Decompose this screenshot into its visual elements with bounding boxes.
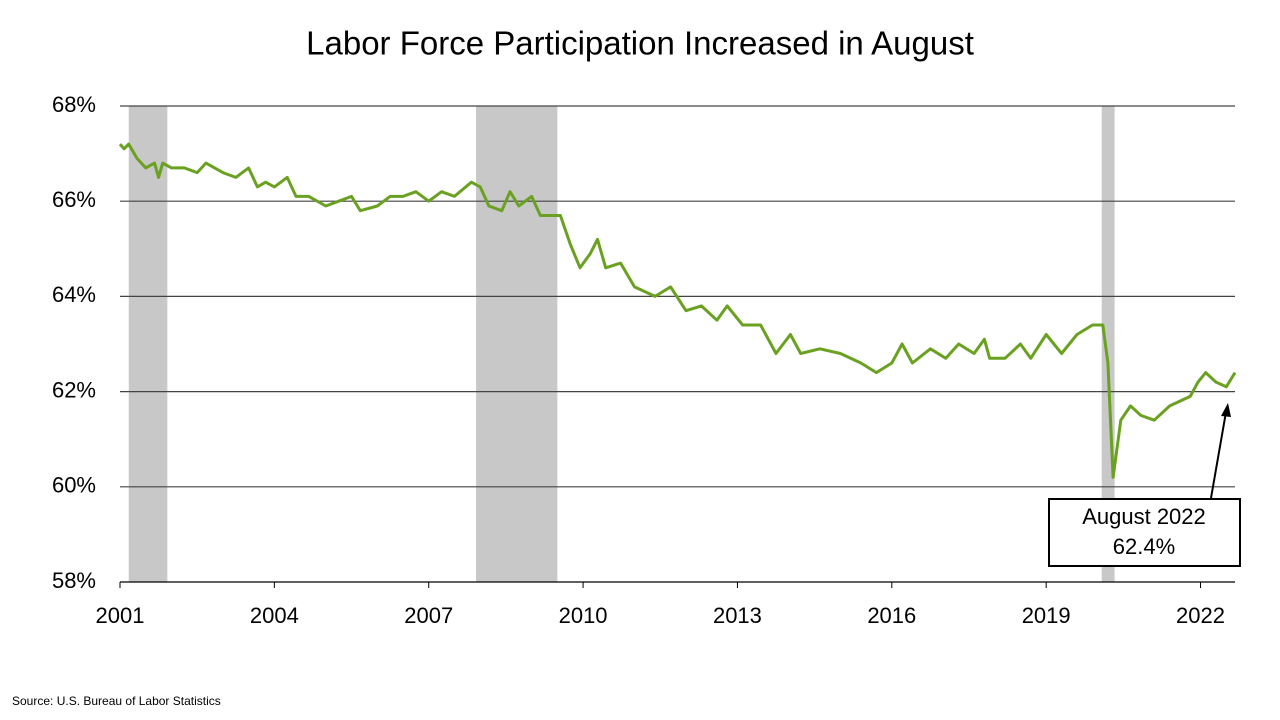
x-tick-label: 2013 xyxy=(713,603,762,628)
y-tick-label: 64% xyxy=(52,282,96,307)
recession-band xyxy=(128,106,168,582)
annotation-arrow xyxy=(1210,411,1227,499)
annotation-box xyxy=(1048,498,1241,567)
y-tick-label: 58% xyxy=(52,568,96,593)
y-tick-label: 62% xyxy=(52,377,96,402)
annotation-text: 62.4% xyxy=(1113,534,1175,559)
chart-title: Labor Force Participation Increased in A… xyxy=(306,25,974,62)
x-tick-label: 2019 xyxy=(1022,603,1071,628)
annotation-arrowhead xyxy=(1221,403,1231,417)
data-line xyxy=(118,142,1237,479)
y-tick-label: 66% xyxy=(52,187,96,212)
x-tick-label: 2007 xyxy=(404,603,453,628)
annotation-text: August 2022 xyxy=(1082,504,1206,529)
y-tick-label: 68% xyxy=(52,92,96,117)
y-tick-label: 60% xyxy=(52,473,96,498)
source-note: Source: U.S. Bureau of Labor Statistics xyxy=(12,694,221,708)
recession-band xyxy=(476,106,558,582)
x-tick-label: 2004 xyxy=(250,603,299,628)
x-tick-label: 2022 xyxy=(1176,603,1225,628)
x-tick-label: 2016 xyxy=(867,603,916,628)
x-tick-label: 2001 xyxy=(96,603,145,628)
x-tick-label: 2010 xyxy=(559,603,608,628)
